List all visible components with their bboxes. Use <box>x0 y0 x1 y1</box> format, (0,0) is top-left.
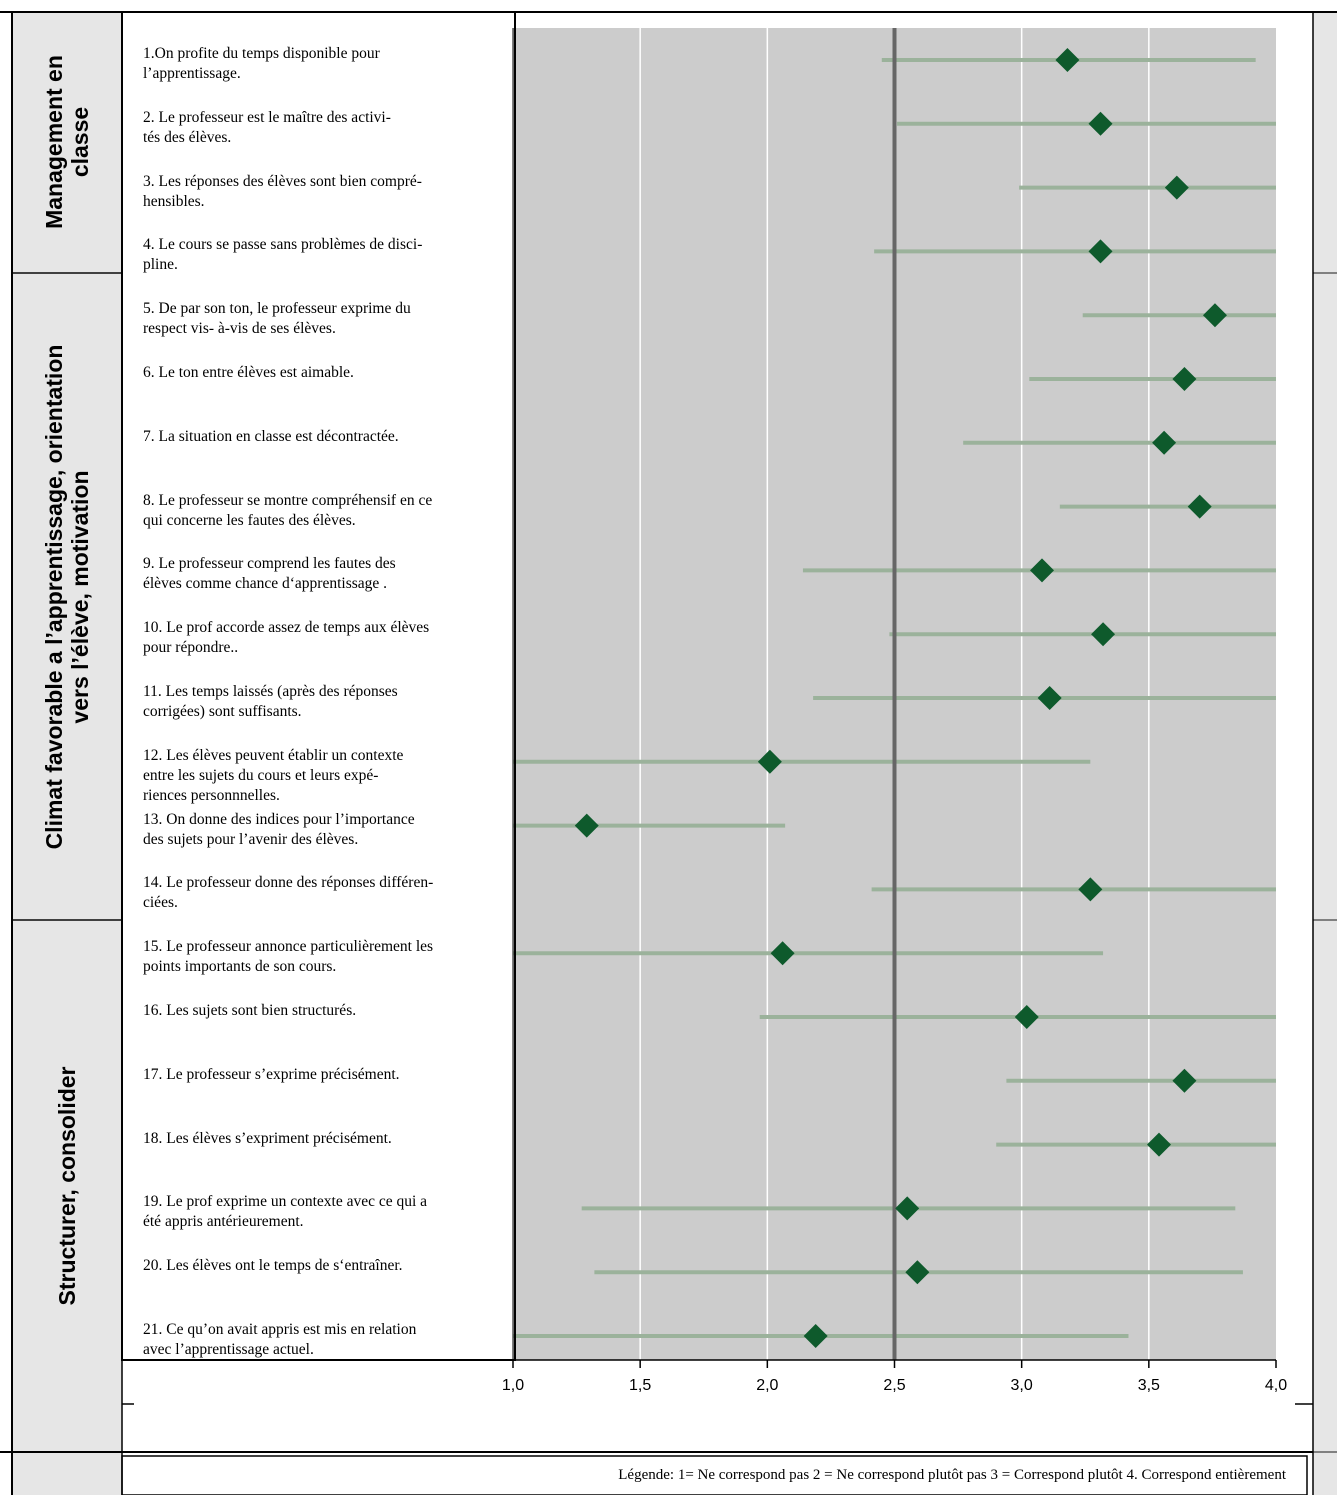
mean-marker <box>1202 303 1227 328</box>
legend-text: Légende: 1= Ne correspond pas 2 = Ne cor… <box>618 1467 1286 1483</box>
category-empty-cell <box>12 1453 122 1495</box>
statement-label: 8. Le professeur se montre compréhensif … <box>143 491 433 529</box>
statement-label: 18. Les élèves s’expriment précisément. <box>143 1129 392 1147</box>
x-tick-label: 2,5 <box>883 1377 905 1394</box>
mean-marker <box>1014 1005 1039 1029</box>
statement-label: 2. Le professeur est le maître des activ… <box>143 108 391 146</box>
mean-marker <box>1172 367 1197 391</box>
statement-box <box>121 11 516 1361</box>
mean-marker <box>1172 1068 1197 1093</box>
statement-label: 1.On profite du temps disponible pour l’… <box>143 45 380 82</box>
mean-marker <box>1088 111 1113 136</box>
mean-marker <box>803 1324 828 1348</box>
statement-label: 17. Le professeur s’exprime précisément. <box>143 1065 400 1083</box>
mean-marker <box>1164 175 1189 200</box>
mean-marker <box>1091 622 1116 647</box>
x-tick-label: 1,5 <box>629 1377 651 1394</box>
statement-label: 15. Le professeur annonce particulièreme… <box>143 938 434 976</box>
statement-label: 16. Les sujets sont bien structurés. <box>143 1002 357 1019</box>
mean-marker <box>1055 48 1080 72</box>
mean-marker <box>1037 686 1062 710</box>
mean-marker <box>1147 1132 1172 1157</box>
right-strip-cell <box>1313 12 1337 272</box>
mean-marker <box>1030 558 1055 583</box>
category-climat: Climat favorable a l’apprentissage, orie… <box>12 274 122 919</box>
x-tick-label: 3,0 <box>1011 1377 1033 1394</box>
statement-label: 13. On donne des indices pour l’importan… <box>143 810 415 848</box>
mean-marker <box>1078 877 1103 902</box>
mean-marker <box>905 1260 930 1285</box>
mean-marker <box>895 1196 920 1221</box>
mean-marker <box>1088 239 1113 264</box>
x-tick-label: 4,0 <box>1265 1377 1287 1394</box>
category-structurer: Structurer, consolider <box>12 921 122 1451</box>
statement-label: 3. Les réponses des élèves sont bien com… <box>143 172 422 210</box>
right-strip-cell <box>1313 274 1337 919</box>
statement-label: 4. Le cours se passe sans problèmes de d… <box>143 236 423 274</box>
statement-label: 9. Le professeur comprend les fautes des… <box>143 555 396 593</box>
x-tick-label: 1,0 <box>502 1377 524 1394</box>
x-tick-label: 2,0 <box>756 1377 778 1394</box>
statement-label: 5. De par son ton, le professeur exprime… <box>143 300 411 338</box>
mean-marker <box>574 813 599 838</box>
statement-label: 7. La situation en classe est décontract… <box>143 427 399 445</box>
statement-label: 20. Les élèves ont le temps de s‘entraîn… <box>143 1257 403 1275</box>
statement-label: 10. Le prof accorde assez de temps aux é… <box>143 619 430 657</box>
plot-layer: 1,0 1,5 2,0 2,5 3,0 3,5 4,0 <box>502 28 1287 1394</box>
statement-label: 21. Ce qu’on avait appris est mis en rel… <box>143 1321 417 1358</box>
mean-marker <box>770 941 795 966</box>
statement-label: 12. Les élèves peuvent établir un contex… <box>143 746 404 804</box>
mean-marker <box>757 749 782 774</box>
category-management: Management en classe <box>12 12 122 272</box>
statement-label: 19. Le prof exprime un contexte avec ce … <box>143 1193 428 1231</box>
right-strip-cell <box>1313 921 1337 1451</box>
x-tick-label: 3,5 <box>1138 1377 1160 1394</box>
mean-marker <box>1152 430 1177 455</box>
statement-label: 14. Le professeur donne des réponses dif… <box>143 874 434 912</box>
legend-box <box>121 1455 1308 1495</box>
mean-marker <box>1187 494 1212 519</box>
statement-label: 6. Le ton entre élèves est aimable. <box>143 364 354 381</box>
right-strip-cell <box>1313 1453 1337 1495</box>
statement-label: 11. Les temps laissés (après des réponse… <box>143 683 398 720</box>
